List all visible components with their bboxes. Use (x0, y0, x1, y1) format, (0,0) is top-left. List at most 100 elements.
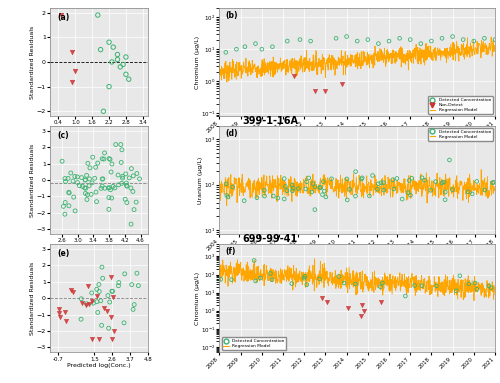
Point (95, 282, 103, 288)
Point (100, 305, 108, 311)
Point (404, 190, 412, 196)
Point (109, 183, 117, 190)
Point (114, 182, 122, 188)
Point (77, 316, 85, 322)
Point (90, 300, 98, 306)
Point (385, 38, 393, 44)
Point (100, 156, 108, 162)
Point (274, 195, 282, 201)
Point (288, 182, 296, 188)
Point (122, 180, 130, 186)
Point (432, 178, 440, 185)
Point (316, 185, 324, 191)
Point (344, 304, 352, 311)
Point (64, 175, 72, 182)
Point (319, 178, 327, 185)
Point (485, 283, 493, 289)
Point (104, 185, 112, 191)
Point (71, 173, 79, 180)
Point (92, 199, 100, 205)
Point (311, 184, 319, 190)
Point (94, 293, 102, 299)
Point (316, 276, 324, 282)
Point (344, 197, 351, 203)
Point (352, 281, 360, 287)
Point (78, 183, 86, 190)
Point (60, 203, 68, 210)
Point (360, 308, 368, 314)
Point (128, 165, 136, 172)
Point (57, 12, 65, 18)
Point (61, 175, 69, 182)
Point (294, 185, 302, 192)
Point (222, 49, 230, 56)
Point (55, 310, 63, 316)
Point (108, 288, 116, 295)
Point (109, 295, 117, 301)
Point (97, 185, 105, 192)
Point (128, 282, 136, 288)
Point (358, 313, 366, 319)
Point (240, 198, 248, 204)
Point (352, 169, 360, 175)
Point (106, 187, 114, 193)
Point (368, 172, 376, 178)
Point (94, 12, 102, 18)
Point (122, 54, 130, 60)
Point (268, 277, 276, 283)
X-axis label: Predicted log(Conc.): Predicted log(Conc.) (68, 127, 131, 132)
Point (86, 176, 94, 182)
Point (241, 44, 249, 50)
X-axis label: Predicted log(Conc.): Predicted log(Conc.) (68, 245, 131, 250)
Point (123, 183, 131, 189)
Point (107, 169, 115, 175)
Point (127, 185, 135, 191)
Point (82, 301, 90, 308)
Point (402, 293, 409, 299)
Point (107, 274, 115, 280)
Point (105, 195, 113, 201)
Point (74, 174, 82, 180)
Point (100, 108, 108, 115)
Point (56, 314, 64, 321)
Point (470, 38, 478, 44)
Point (69, 178, 77, 184)
Point (104, 293, 112, 299)
Point (110, 44, 118, 50)
Point (74, 179, 82, 185)
Point (84, 283, 92, 289)
Point (130, 173, 138, 179)
Legend: Detected Concentration, Regression Model: Detected Concentration, Regression Model (428, 128, 493, 141)
Point (303, 282, 311, 288)
Point (106, 185, 114, 191)
Point (306, 38, 314, 44)
Point (72, 67, 80, 74)
Point (92, 189, 100, 195)
Point (420, 177, 428, 183)
Point (84, 160, 92, 166)
Point (322, 194, 330, 200)
Point (129, 188, 137, 195)
Point (302, 186, 310, 192)
Y-axis label: Standardized Residuals: Standardized Residuals (30, 143, 35, 217)
Point (253, 195, 261, 201)
Point (82, 177, 90, 183)
Point (78, 175, 86, 181)
Point (446, 157, 454, 163)
Point (418, 175, 426, 181)
Point (302, 178, 310, 185)
Point (311, 88, 319, 94)
Point (82, 172, 90, 178)
Point (67, 170, 75, 176)
Point (320, 188, 328, 194)
Point (459, 36, 467, 43)
Point (96, 47, 104, 53)
Point (378, 280, 386, 286)
Point (110, 328, 118, 334)
Point (405, 177, 413, 183)
Point (280, 196, 288, 202)
Point (428, 38, 436, 44)
Point (114, 172, 122, 178)
Point (70, 194, 78, 200)
Point (358, 176, 366, 182)
